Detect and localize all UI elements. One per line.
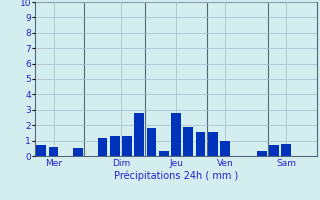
- Bar: [110, 136, 120, 156]
- Bar: [147, 128, 156, 156]
- Bar: [159, 151, 169, 156]
- Bar: [36, 145, 46, 156]
- Bar: [257, 151, 267, 156]
- Bar: [196, 132, 205, 156]
- Bar: [122, 136, 132, 156]
- Bar: [134, 113, 144, 156]
- Bar: [49, 147, 59, 156]
- Bar: [73, 148, 83, 156]
- Bar: [171, 113, 181, 156]
- X-axis label: Précipitations 24h ( mm ): Précipitations 24h ( mm ): [114, 171, 238, 181]
- Bar: [208, 132, 218, 156]
- Bar: [269, 145, 279, 156]
- Bar: [183, 127, 193, 156]
- Bar: [220, 141, 230, 156]
- Bar: [281, 144, 291, 156]
- Bar: [98, 138, 108, 156]
